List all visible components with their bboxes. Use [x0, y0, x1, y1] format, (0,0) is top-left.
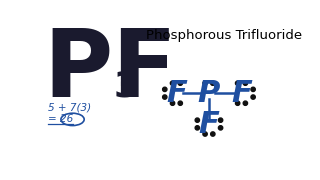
Circle shape — [163, 87, 167, 91]
Circle shape — [170, 101, 175, 105]
Circle shape — [243, 101, 248, 105]
Circle shape — [251, 95, 255, 99]
Circle shape — [219, 126, 223, 130]
Text: = 26: = 26 — [48, 114, 73, 124]
Circle shape — [236, 81, 240, 85]
Text: F: F — [166, 79, 187, 108]
Circle shape — [178, 81, 182, 85]
Text: PF: PF — [44, 25, 178, 117]
Circle shape — [219, 118, 223, 122]
Circle shape — [211, 81, 215, 85]
Circle shape — [195, 118, 199, 122]
Text: F: F — [198, 109, 220, 138]
Circle shape — [178, 101, 182, 105]
Circle shape — [195, 126, 199, 130]
Circle shape — [203, 132, 207, 136]
Text: P: P — [198, 79, 220, 108]
Circle shape — [203, 81, 207, 85]
Circle shape — [236, 101, 240, 105]
Circle shape — [251, 87, 255, 91]
Text: F: F — [231, 79, 252, 108]
Circle shape — [211, 132, 215, 136]
Circle shape — [170, 81, 175, 85]
Text: 3: 3 — [114, 69, 139, 103]
Circle shape — [163, 95, 167, 99]
Text: Phosphorous Trifluoride: Phosphorous Trifluoride — [146, 29, 302, 42]
Text: 5 + 7(3): 5 + 7(3) — [48, 102, 91, 112]
Circle shape — [243, 81, 248, 85]
